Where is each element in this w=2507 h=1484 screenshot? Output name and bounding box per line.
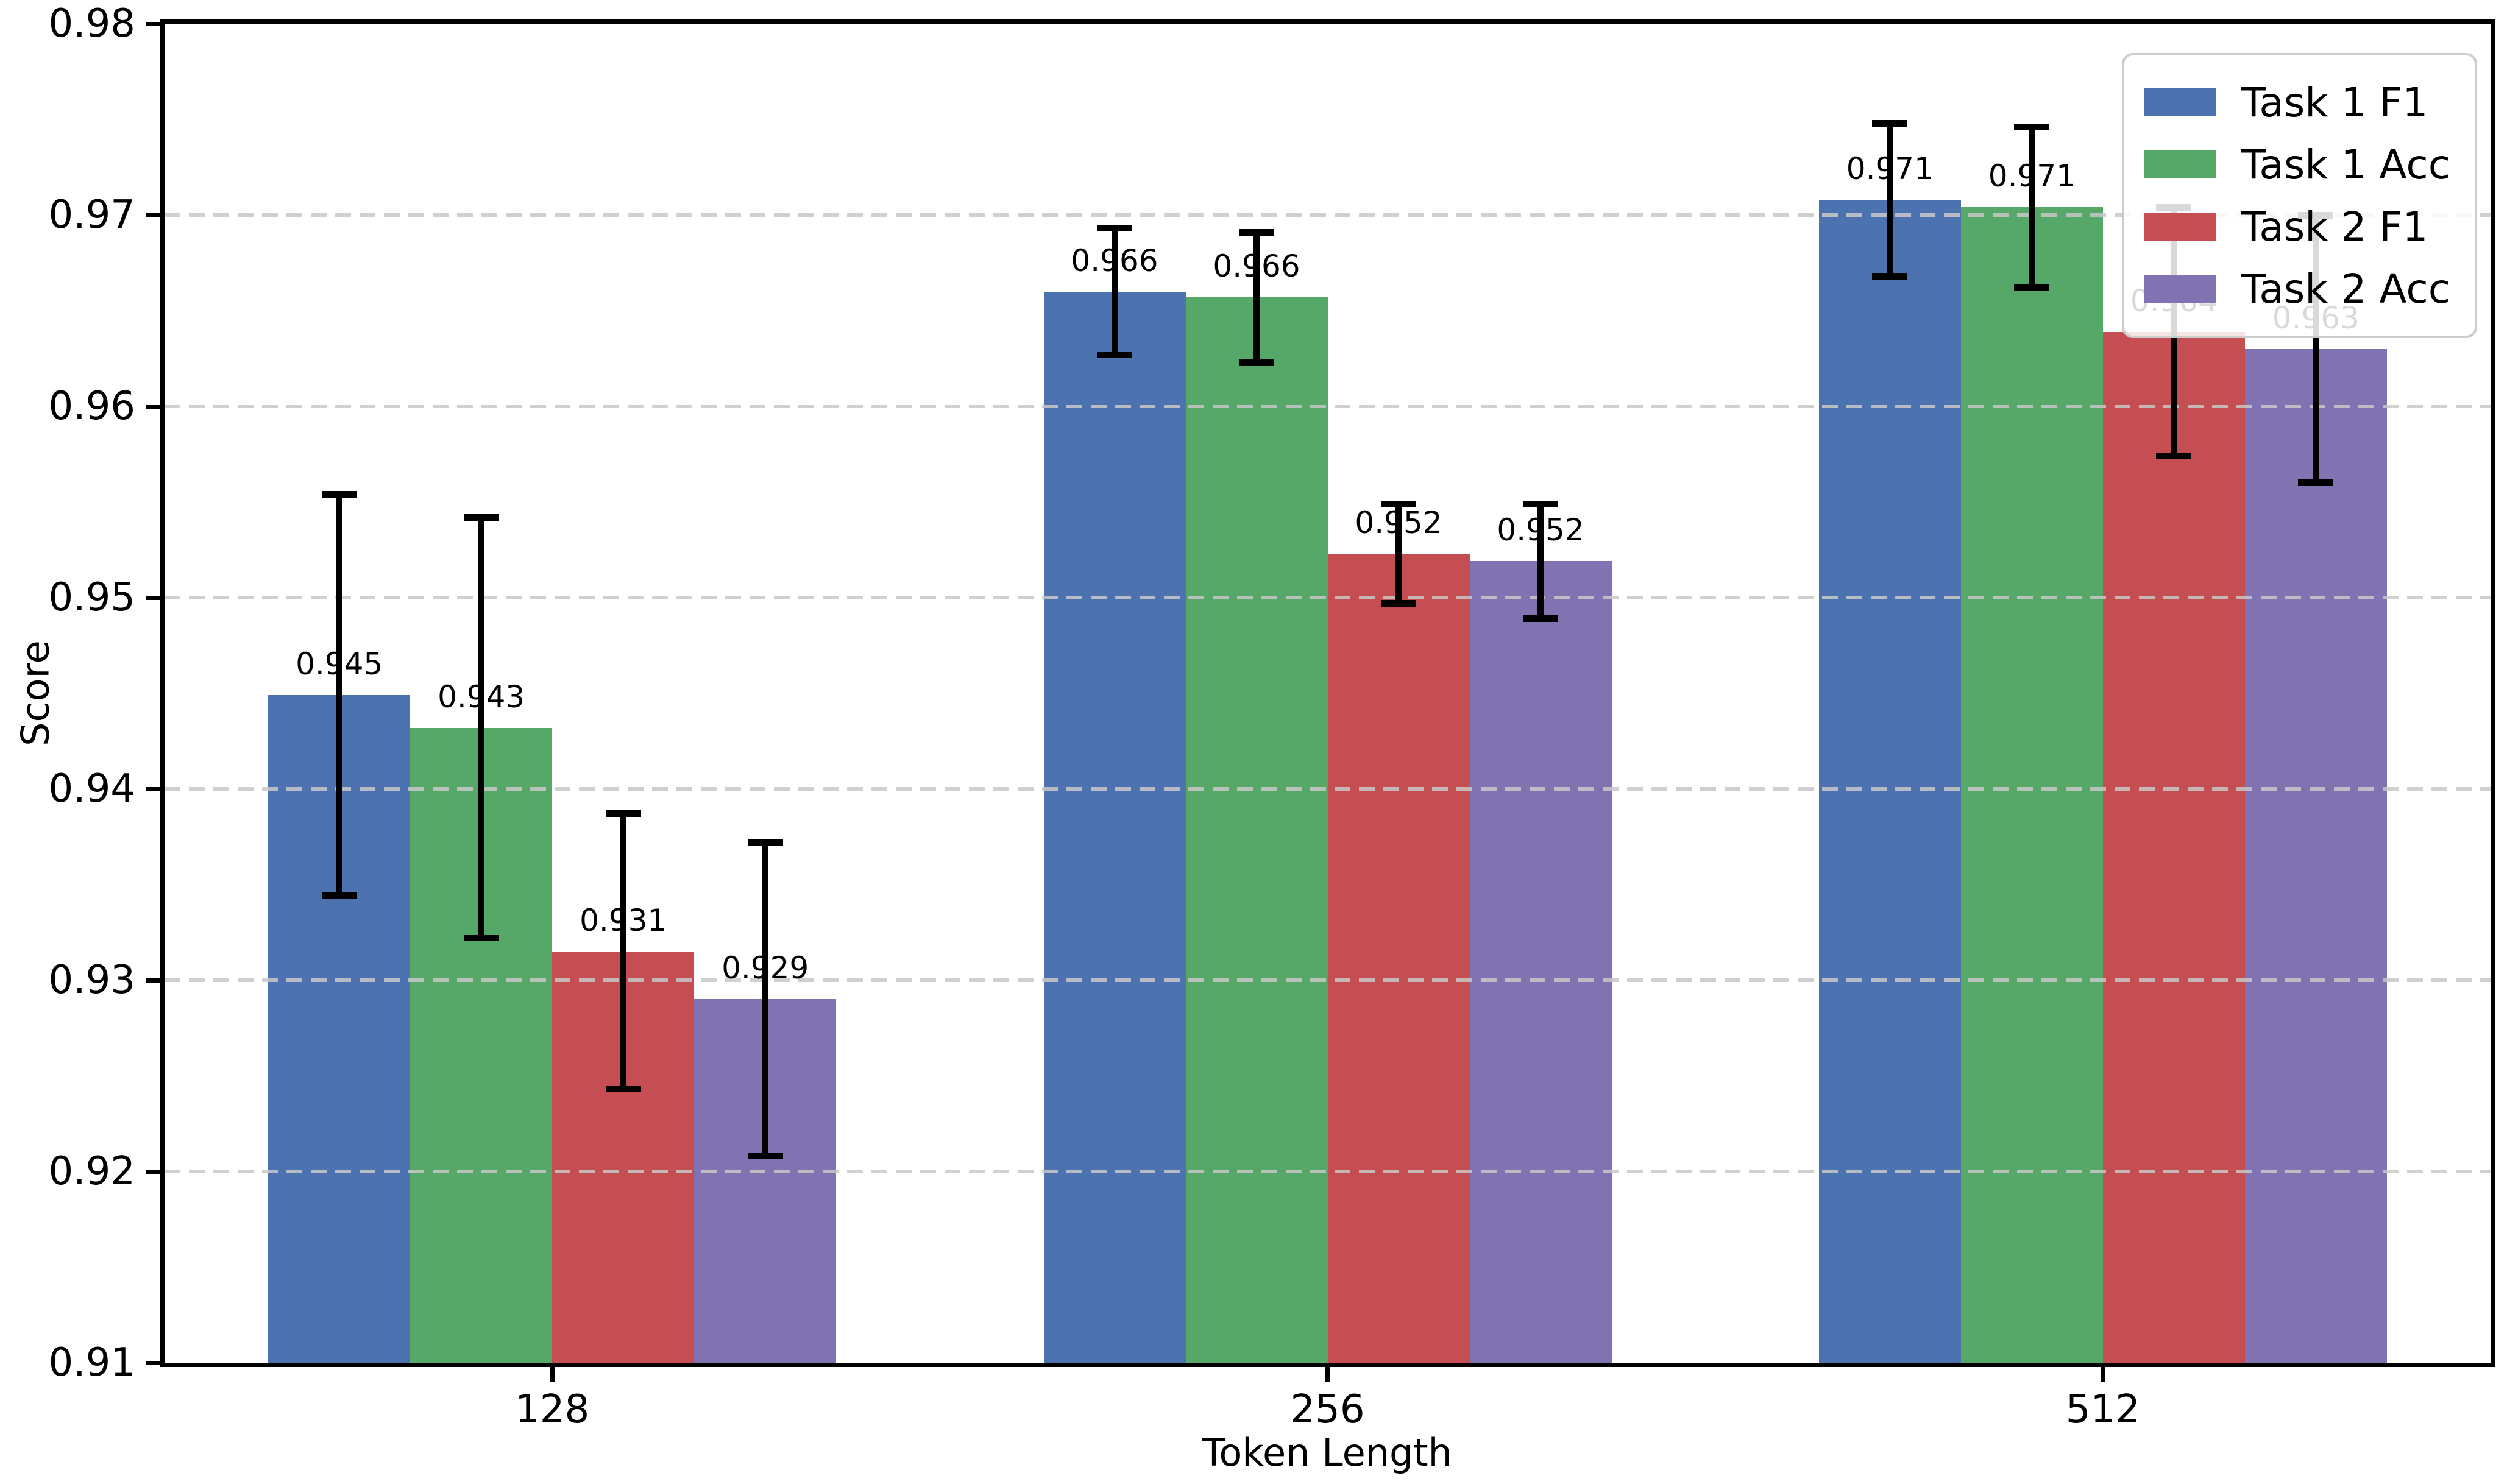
error-bar-cap-top	[1381, 500, 1416, 507]
legend: Task 1 F1 Task 1 Acc Task 2 F1 Task 2 Acc	[2122, 53, 2477, 338]
x-tick-mark	[550, 1367, 555, 1382]
error-bar-cap-top	[321, 490, 357, 498]
y-tick-mark	[146, 595, 160, 600]
bar-value-label: 0.931	[580, 902, 667, 938]
legend-label: Task 2 Acc	[2241, 265, 2450, 313]
error-bar	[1537, 504, 1544, 619]
gridline	[165, 787, 2491, 791]
error-bar-cap-top	[463, 514, 499, 521]
legend-item: Task 1 F1	[2144, 71, 2450, 133]
legend-label: Task 1 Acc	[2241, 141, 2450, 188]
error-bar	[620, 813, 627, 1089]
y-tick-label: 0.96	[48, 384, 136, 429]
y-tick-label: 0.98	[48, 1, 136, 46]
error-bar-cap-top	[2014, 124, 2050, 131]
error-bar-cap-bottom	[1872, 272, 1908, 280]
y-tick-mark	[146, 213, 160, 217]
x-tick-label: 256	[1290, 1387, 1365, 1432]
bar-value-label: 0.971	[1988, 158, 2076, 194]
legend-swatch	[2144, 150, 2216, 178]
error-bar-cap-bottom	[321, 892, 357, 900]
y-tick-label: 0.95	[48, 575, 136, 620]
bar	[2102, 331, 2245, 1363]
y-tick-mark	[146, 21, 160, 26]
gridline	[165, 213, 2491, 217]
error-bar	[1111, 228, 1118, 355]
y-tick-label: 0.92	[48, 1149, 136, 1194]
error-bar-cap-top	[1872, 119, 1908, 127]
bar	[1185, 297, 1328, 1363]
x-tick-label: 512	[2065, 1387, 2140, 1432]
error-bar-cap-top	[1097, 225, 1132, 232]
x-tick-mark	[2101, 1367, 2105, 1382]
bars-layer	[165, 24, 2491, 1363]
error-bar-cap-bottom	[463, 935, 499, 942]
legend-label: Task 2 F1	[2241, 203, 2428, 250]
y-axis-title: Score	[13, 640, 58, 746]
legend-swatch	[2144, 275, 2216, 303]
y-tick-label: 0.94	[48, 766, 136, 811]
legend-label: Task 1 F1	[2241, 79, 2428, 126]
bar-value-label: 0.971	[1846, 150, 1934, 186]
error-bar-cap-bottom	[2298, 479, 2334, 487]
error-bar	[2312, 215, 2319, 483]
y-tick-label: 0.97	[48, 193, 136, 238]
bar-value-label: 0.929	[722, 950, 809, 986]
bar-value-label: 0.952	[1497, 512, 1584, 548]
error-bar-cap-bottom	[2156, 453, 2192, 460]
error-bar	[478, 517, 485, 938]
bar-value-label: 0.945	[296, 646, 383, 682]
bar-value-label: 0.966	[1213, 249, 1300, 284]
bar	[1043, 291, 1186, 1363]
error-bar-cap-bottom	[2014, 284, 2050, 291]
error-bar-cap-bottom	[1523, 615, 1558, 623]
y-tick-label: 0.93	[48, 958, 136, 1003]
gridlines-layer	[165, 24, 2491, 1363]
error-bar-cap-bottom	[747, 1153, 783, 1160]
plot-area: 0.945 0.966 0.971 0.943 0.966 0.971 0.931 0.952…	[49, 1, 2495, 1432]
x-tick-mark	[1325, 1367, 1330, 1382]
error-bar-cap-top	[747, 839, 783, 846]
gridline	[165, 405, 2491, 408]
error-bar-cap-top	[605, 810, 641, 818]
bar-value-label: 0.943	[438, 679, 525, 715]
error-bar-cap-bottom	[1381, 599, 1416, 607]
y-tick-mark	[146, 404, 160, 409]
x-axis-title: Token Length	[1202, 1430, 1452, 1475]
error-bar-cap-top	[1239, 228, 1274, 236]
y-tick-label: 0.91	[48, 1340, 136, 1385]
bar-value-label: 0.966	[1071, 242, 1158, 278]
x-tick-label: 128	[515, 1387, 590, 1432]
legend-swatch	[2144, 88, 2216, 116]
gridline	[165, 978, 2491, 982]
legend-item: Task 2 F1	[2144, 196, 2450, 258]
gridline	[165, 596, 2491, 599]
legend-item: Task 1 Acc	[2144, 133, 2450, 196]
legend-swatch	[2144, 213, 2216, 241]
error-bar	[1886, 123, 1893, 277]
error-bar	[336, 494, 343, 896]
error-bar-cap-bottom	[1239, 359, 1274, 366]
error-bar-cap-top	[1523, 500, 1558, 507]
y-tick-mark	[146, 786, 160, 791]
y-tick-mark	[146, 978, 160, 983]
bar	[1327, 553, 1470, 1363]
bar	[2244, 348, 2387, 1363]
bar-value-label: 0.952	[1355, 504, 1442, 540]
error-bar-cap-bottom	[1097, 351, 1132, 358]
gridline	[165, 1170, 2491, 1173]
y-tick-mark	[146, 1169, 160, 1174]
error-bar-cap-bottom	[605, 1086, 641, 1093]
error-bar	[762, 842, 769, 1156]
error-bar	[1395, 504, 1402, 604]
bar	[1469, 561, 1612, 1363]
error-bar	[1253, 232, 1260, 362]
axis-ticks-layer: 0.91 0.92 0.93 0.94 0.95 0.96 0.97 0.98 128 256 51…	[49, 1, 2491, 1432]
legend-item: Task 2 Acc	[2144, 258, 2450, 320]
error-bar	[2028, 127, 2035, 288]
errorbars-layer	[165, 24, 2491, 1363]
bar	[1818, 199, 1961, 1363]
y-tick-mark	[146, 1360, 160, 1365]
